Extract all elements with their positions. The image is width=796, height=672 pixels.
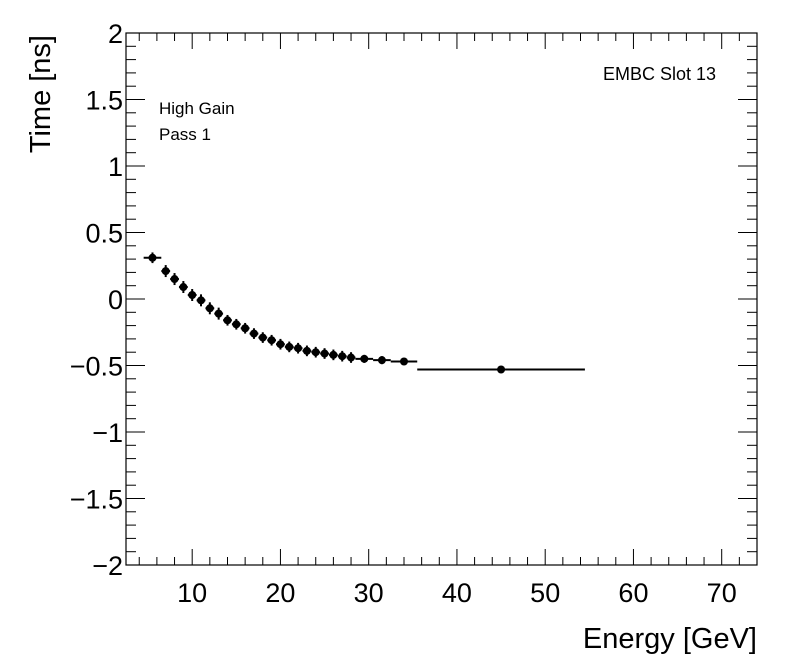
data-point	[178, 281, 188, 294]
data-point	[143, 252, 162, 264]
data-point	[337, 350, 347, 362]
data-point	[355, 354, 374, 363]
marker	[197, 296, 206, 305]
x-tick-label: 30	[354, 578, 384, 608]
marker	[377, 356, 386, 365]
marker	[347, 353, 356, 362]
marker	[241, 324, 250, 333]
marker	[205, 304, 214, 313]
data-point	[223, 314, 232, 326]
data-point	[187, 289, 197, 301]
y-tick-label: 1.5	[85, 86, 123, 116]
annotation-high-gain: High Gain	[159, 99, 235, 118]
x-axis-title: Energy [GeV]	[583, 623, 757, 655]
data-point	[214, 307, 224, 320]
marker	[497, 365, 506, 374]
marker	[223, 316, 232, 325]
x-tick-label: 60	[618, 578, 648, 608]
marker	[302, 346, 311, 355]
plot-frame	[125, 32, 758, 566]
marker	[179, 283, 188, 292]
data-point	[328, 349, 338, 361]
data-point	[276, 338, 285, 350]
x-tick-label: 20	[265, 578, 295, 608]
marker	[276, 340, 285, 349]
data-point	[205, 302, 215, 315]
marker	[311, 348, 320, 357]
marker	[320, 349, 329, 358]
data-point	[196, 294, 206, 307]
y-tick-label: −0.5	[70, 352, 123, 382]
x-tick-label: 70	[707, 578, 737, 608]
marker	[249, 329, 258, 338]
data-point	[320, 348, 329, 359]
marker	[360, 354, 369, 363]
marker	[214, 309, 223, 318]
y-tick-label: 1	[108, 152, 123, 182]
data-point	[417, 365, 585, 374]
y-tick-label: −1	[92, 418, 123, 448]
data-point	[302, 345, 312, 357]
marker	[329, 350, 338, 359]
marker	[267, 336, 276, 345]
y-tick-label: 0.5	[85, 219, 123, 249]
tick-labels: 10 20 30 40 50 60 70 −2 −1.5 −1 −0.5 0 0.5 1 1.5 2	[70, 19, 737, 608]
data-point	[390, 357, 418, 366]
marker	[170, 275, 179, 284]
annotation-pass: Pass 1	[159, 125, 211, 144]
x-tick-label: 40	[442, 578, 472, 608]
data-point	[346, 352, 356, 363]
data-point	[161, 265, 171, 278]
data-point	[249, 328, 259, 339]
marker	[294, 344, 303, 353]
marker	[232, 320, 241, 329]
data-point	[311, 346, 321, 358]
data-point	[240, 322, 250, 334]
data-point	[231, 318, 241, 330]
marker	[258, 333, 267, 342]
marker	[285, 342, 294, 351]
x-tick-label: 50	[530, 578, 560, 608]
data-point	[267, 334, 277, 346]
marker	[161, 267, 170, 276]
marker	[399, 357, 408, 366]
data-point	[284, 341, 294, 353]
y-tick-label: 0	[108, 285, 123, 315]
y-tick-label: −1.5	[70, 485, 123, 515]
y-axis-title: Time [ns]	[25, 35, 57, 153]
data-points	[143, 252, 585, 374]
x-tick-label: 10	[177, 578, 207, 608]
data-point	[258, 332, 268, 343]
data-point	[293, 342, 303, 354]
y-tick-label: −2	[92, 551, 123, 581]
y-tick-label: 2	[108, 19, 123, 49]
marker	[148, 253, 157, 262]
data-point	[170, 273, 179, 286]
annotation-slot: EMBC Slot 13	[603, 64, 716, 84]
marker	[338, 352, 347, 361]
data-point	[373, 356, 391, 365]
marker	[188, 291, 197, 300]
